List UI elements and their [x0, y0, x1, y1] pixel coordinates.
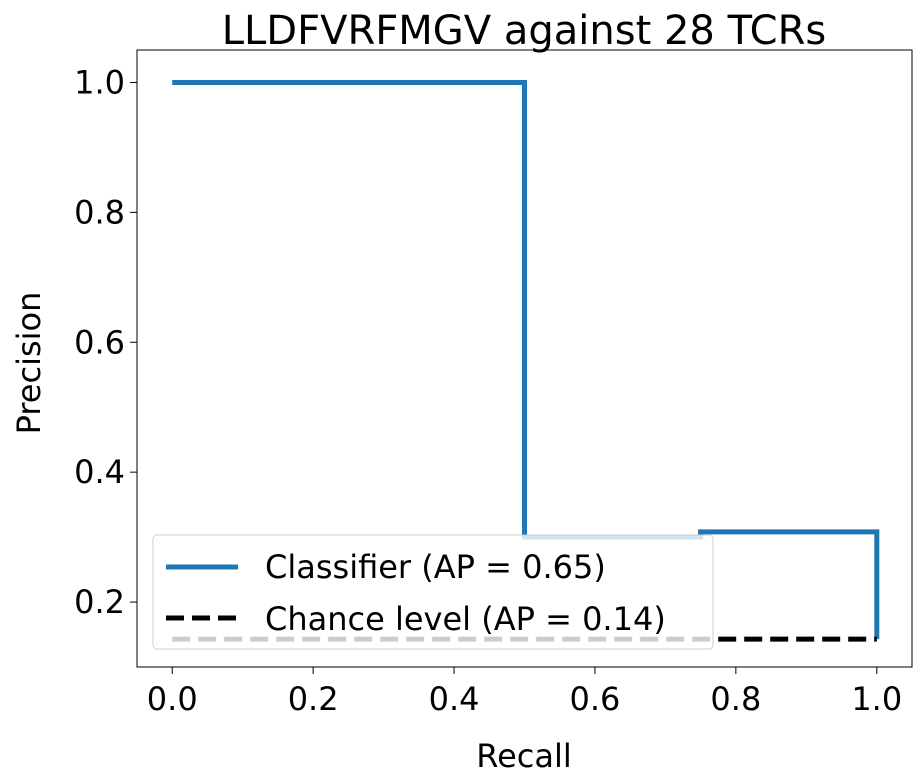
legend: Classifier (AP = 0.65) Chance level (AP …: [152, 534, 714, 650]
legend-label-chance: Chance level (AP = 0.14): [265, 600, 666, 638]
y-tick-label: 0.6: [74, 323, 125, 361]
x-tick-label: 0.8: [710, 680, 761, 718]
chart-title: LLDFVRFMGV against 28 TCRs: [222, 8, 827, 54]
legend-label-classifier: Classifier (AP = 0.65): [265, 548, 606, 586]
x-tick-label: 0.0: [147, 680, 198, 718]
y-axis-label: Precision: [10, 292, 48, 435]
x-axis: 0.0 0.2 0.4 0.6 0.8 1.0: [147, 667, 902, 718]
legend-box: [152, 534, 714, 650]
x-tick-label: 1.0: [851, 680, 902, 718]
x-tick-label: 0.2: [288, 680, 339, 718]
y-tick-label: 1.0: [74, 63, 125, 101]
x-axis-label: Recall: [476, 737, 571, 775]
y-tick-label: 0.4: [74, 453, 125, 491]
y-tick-label: 0.2: [74, 583, 125, 621]
y-axis: 0.2 0.4 0.6 0.8 1.0: [74, 63, 137, 621]
x-tick-label: 0.4: [429, 680, 480, 718]
y-tick-label: 0.8: [74, 193, 125, 231]
plot-frame: [136, 49, 913, 668]
x-tick-label: 0.6: [570, 680, 621, 718]
